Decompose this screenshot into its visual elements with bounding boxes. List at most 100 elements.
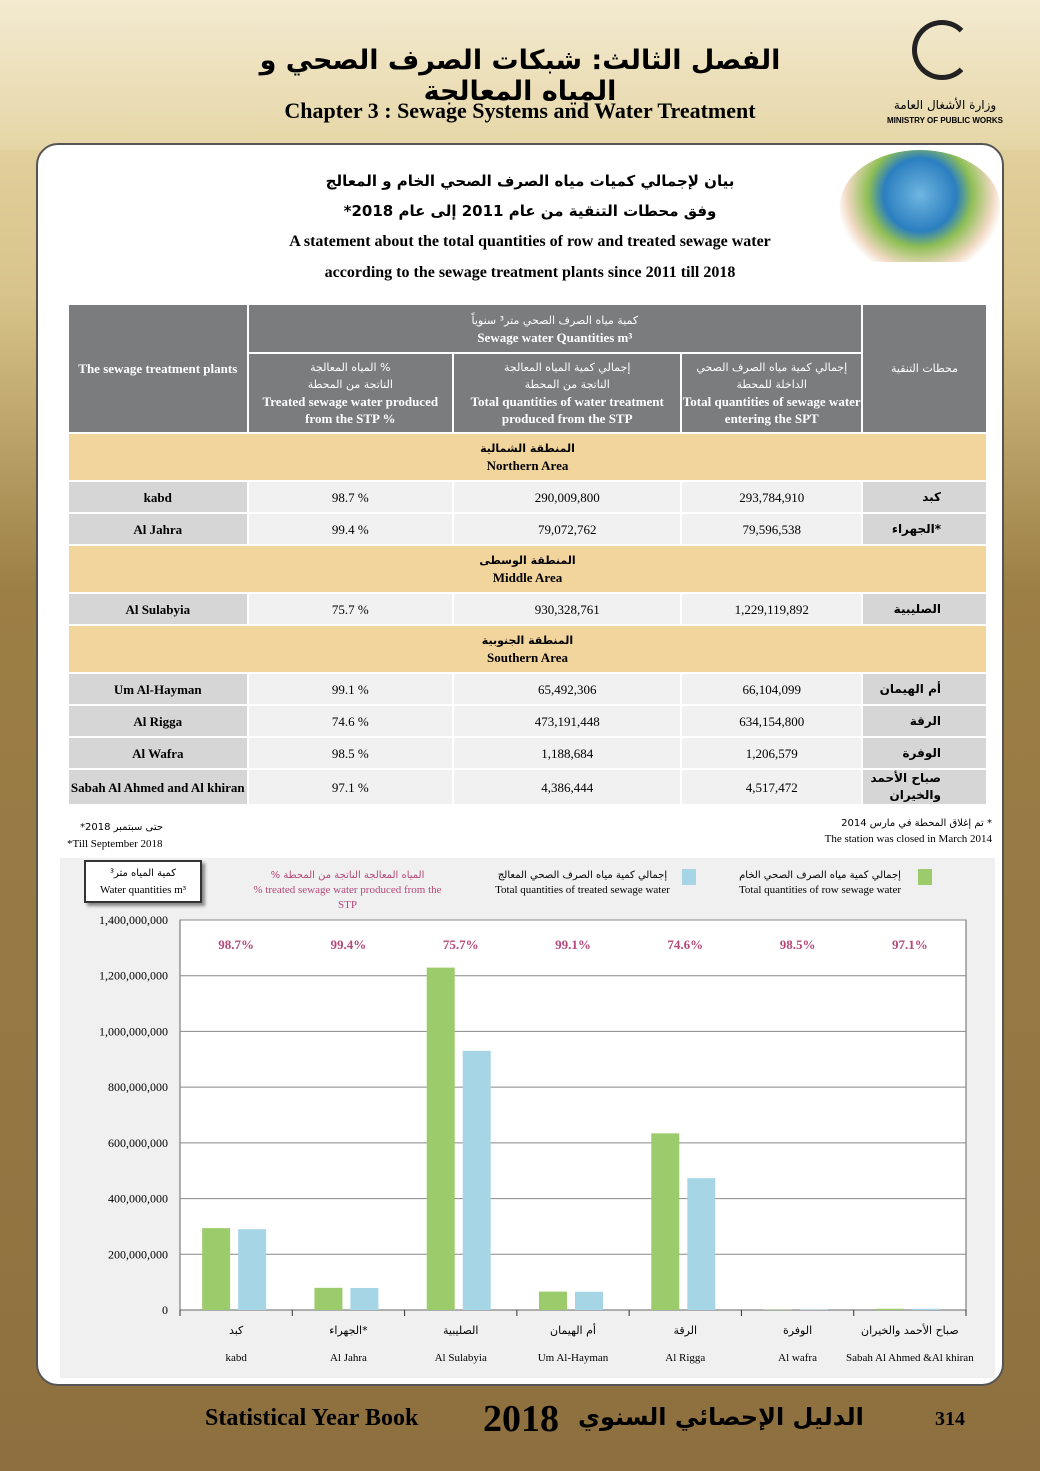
treated-cell: 79,072,762 [452, 512, 683, 546]
x-label-en: Al Sulabyia [435, 1352, 487, 1364]
plant-name-ar: الوفرة [861, 736, 988, 770]
x-label-ar: صباح الأحمد والخيران [861, 1323, 959, 1337]
x-label-en: Al Rigga [665, 1352, 705, 1364]
y-tick-label: 0 [162, 1303, 168, 1317]
plant-name-ar: الصليبية [861, 592, 988, 626]
entering-cell: 1,206,579 [680, 736, 864, 770]
plant-name-en: Al Wafra [67, 736, 249, 770]
x-label-ar: الصليبية [443, 1324, 478, 1337]
plant-name-ar: كبد [861, 480, 988, 514]
y-tick-label: 1,400,000,000 [99, 913, 168, 927]
plant-name-en: Um Al-Hayman [67, 672, 249, 706]
table-row: kabd 98.7 % 290,009,800 293,784,910 كبد [67, 480, 988, 514]
table-row: Al Sulabyia 75.7 % 930,328,761 1,229,119,89… [67, 592, 988, 626]
section-row: المنطقة الوسطى Middle Area [67, 544, 988, 594]
treated-cell: 4,386,444 [452, 768, 683, 806]
bar-raw [539, 1291, 567, 1310]
pct-cell: 97.1 % [246, 768, 455, 806]
legend-treated: إجمالي كمية مياه الصرف الصحي المعالج Tota… [495, 870, 670, 896]
header-plants-en: The sewage treatment plants [67, 303, 249, 434]
y-tick-label: 600,000,000 [108, 1136, 168, 1150]
plant-name-ar: صباح الأحمد والخيران [861, 768, 988, 806]
pct-cell: 99.4 % [246, 512, 455, 546]
x-label-ar: أم الهيمان [550, 1323, 596, 1337]
sewage-table: The sewage treatment plants كمية مياه ال… [67, 303, 988, 806]
plant-name-ar: الرقة [861, 704, 988, 738]
table-row: Al Rigga 74.6 % 473,191,448 634,154,800 الرق… [67, 704, 988, 738]
x-label-ar: الجهراء* [329, 1324, 368, 1337]
ministry-name-en: MINISTRY OF PUBLIC WORKS [887, 116, 1003, 125]
x-label-ar: الرقة [673, 1324, 697, 1337]
section-row: المنطقة الشمالية Northern Area [67, 432, 988, 482]
entering-cell: 293,784,910 [680, 480, 864, 514]
plot-area [179, 919, 967, 1311]
legend-treated-swatch [682, 869, 696, 885]
pct-cell: 98.7 % [246, 480, 455, 514]
table-row: Al Jahra 99.4 % 79,072,762 79,596,538 *الجهر… [67, 512, 988, 546]
y-axis-label-box: كمية المياه متر³ Water quantities m³ [84, 860, 202, 903]
pct-label: 98.7% [218, 937, 254, 952]
section-row: المنطقة الجنوبية Southern Area [67, 624, 988, 674]
pct-label: 97.1% [892, 937, 928, 952]
treated-cell: 930,328,761 [452, 592, 683, 626]
statement-ar-1: بيان لإجمالي كميات مياه الصرف الصحي الخا… [325, 172, 735, 190]
plant-name-en: Al Jahra [67, 512, 249, 546]
pct-label: 98.5% [780, 937, 816, 952]
header-plants-ar: محطات التنقية [861, 303, 988, 434]
bar-treated [238, 1229, 267, 1310]
statement-en-1: A statement about the total quantities o… [289, 233, 771, 250]
legend-raw: إجمالي كمية مياه الصرف الصحي الخام Total … [738, 870, 902, 896]
plant-name-ar: أم الهيمان [861, 672, 988, 706]
ministry-name-ar: وزارة الأشغال العامة [893, 98, 997, 112]
y-tick-label: 1,000,000,000 [99, 1024, 168, 1038]
x-label-en: Sabah Al Ahmed &Al khiran [846, 1352, 974, 1364]
pct-label: 74.6% [667, 937, 703, 952]
pct-cell: 99.1 % [246, 672, 455, 706]
bar-treated [462, 1050, 491, 1310]
treated-cell: 1,188,684 [452, 736, 683, 770]
x-label-ar: الوفرة [783, 1324, 812, 1337]
bar-raw [875, 1308, 904, 1310]
bar-raw [314, 1287, 343, 1310]
header-treated: إجمالي كمية المياه المعالجة الناتجة من ال… [452, 352, 683, 434]
ministry-logo-icon [912, 20, 972, 80]
x-label-en: Al wafra [778, 1352, 817, 1364]
bar-raw [651, 1133, 680, 1310]
pct-label: 99.4% [331, 937, 367, 952]
footer-title-ar: الدليل الإحصائي السنوي [578, 1403, 864, 1431]
entering-cell: 66,104,099 [680, 672, 864, 706]
entering-cell: 1,229,119,892 [680, 592, 864, 626]
legend-raw-swatch [918, 869, 932, 885]
table-row: Um Al-Hayman 99.1 % 65,492,306 66,104,099 أم… [67, 672, 988, 706]
treated-cell: 473,191,448 [452, 704, 683, 738]
footer-title-en: Statistical Year Book [205, 1405, 419, 1431]
pct-label: 99.1% [555, 937, 591, 952]
statement-en-2: according to the sewage treatment plants… [324, 264, 736, 281]
header-band [0, 0, 1040, 150]
bar-treated [687, 1178, 716, 1310]
x-label-en: Um Al-Hayman [538, 1352, 609, 1364]
y-tick-label: 400,000,000 [108, 1192, 168, 1206]
plant-name-ar: *الجهراء [861, 512, 988, 546]
note-closed-en: The station was closed in March 2014 [824, 833, 992, 845]
chapter-title-en: Chapter 3 : Sewage Systems and Water Tre… [284, 98, 756, 123]
header-entering: إجمالي كمية مياه الصرف الصحي الداخلة للمح… [680, 352, 864, 434]
pct-cell: 98.5 % [246, 736, 455, 770]
table-row: Sabah Al Ahmed and Al khiran 97.1 % 4,386,… [67, 768, 988, 806]
globe-in-hands-image [840, 150, 1000, 262]
chapter-title-ar: الفصل الثالث: شبكات الصرف الصحي و المياه… [259, 45, 781, 107]
entering-cell: 4,517,472 [680, 768, 864, 806]
header-pct: % المياه المعالجة الناتجة من المحطة Treate… [246, 352, 455, 434]
note-till-en: *Till September 2018 [67, 838, 163, 850]
pct-cell: 75.7 % [246, 592, 455, 626]
footer-year: 2018 [483, 1398, 559, 1440]
entering-cell: 79,596,538 [680, 512, 864, 546]
treated-cell: 290,009,800 [452, 480, 683, 514]
table-row: Al Wafra 98.5 % 1,188,684 1,206,579 الوفرة [67, 736, 988, 770]
page-number: 314 [935, 1408, 965, 1430]
note-closed-ar: * تم إغلاق المحطة في مارس 2014 [841, 818, 992, 829]
pct-cell: 74.6 % [246, 704, 455, 738]
plant-name-en: Al Sulabyia [67, 592, 249, 626]
y-tick-label: 1,200,000,000 [99, 969, 168, 983]
